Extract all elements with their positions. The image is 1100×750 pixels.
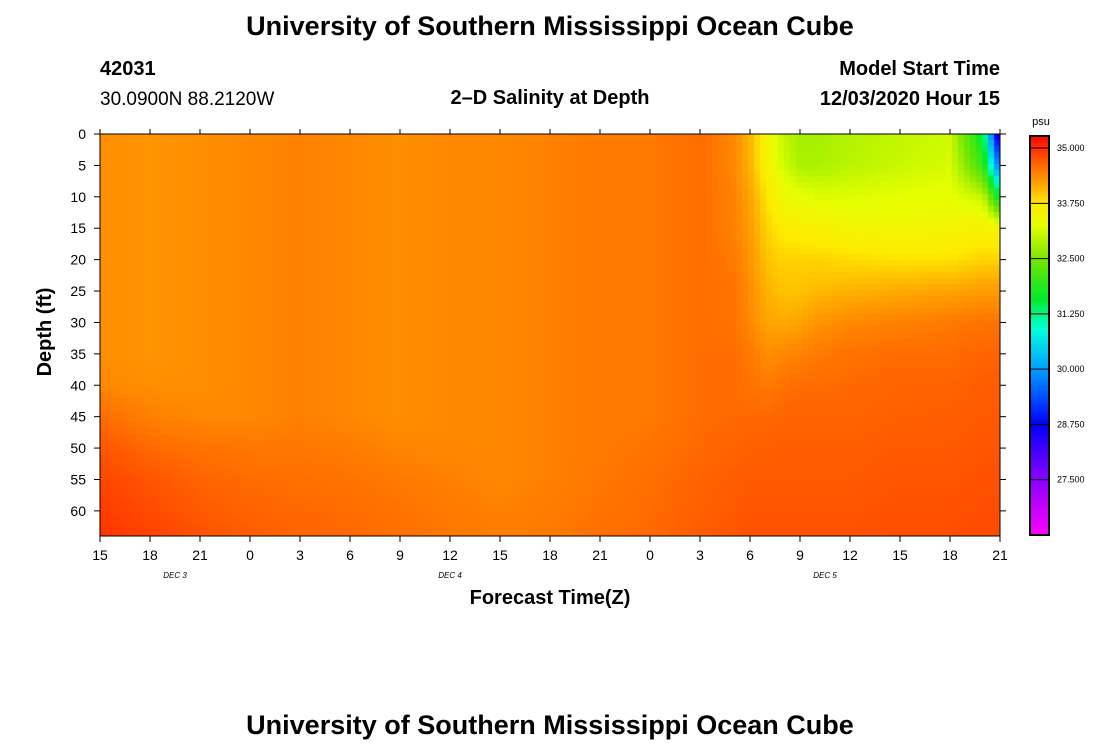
x-tick-label: 18 [142, 547, 158, 563]
x-tick-label: 6 [346, 547, 354, 563]
x-tick-label: 12 [442, 547, 458, 563]
colorbar-tick-label: 30.000 [1057, 364, 1085, 374]
y-tick-label: 10 [70, 189, 86, 205]
y-tick-label: 15 [70, 220, 86, 236]
x-day-label: DEC 5 [813, 571, 837, 580]
x-tick-label: 21 [992, 547, 1008, 563]
chart-title: 2–D Salinity at Depth [451, 87, 650, 109]
y-tick-label: 35 [70, 346, 86, 362]
x-day-label: DEC 3 [163, 571, 187, 580]
y-tick-label: 60 [70, 503, 86, 519]
colorbar-container [1031, 137, 1049, 535]
colorbar-unit: psu [1032, 116, 1050, 128]
model-start-value: 12/03/2020 Hour 15 [820, 88, 1000, 110]
y-tick-label: 55 [70, 471, 86, 487]
x-tick-label: 3 [696, 547, 704, 563]
x-tick-label: 0 [646, 547, 654, 563]
x-axis-label: Forecast Time(Z) [470, 587, 631, 609]
x-tick-label: 18 [942, 547, 958, 563]
colorbar-tick-label: 33.750 [1057, 198, 1085, 208]
colorbar-tick-label: 27.500 [1057, 475, 1085, 485]
y-tick-label: 30 [70, 314, 86, 330]
x-tick-label: 21 [592, 547, 608, 563]
x-tick-label: 21 [192, 547, 208, 563]
y-tick-label: 50 [70, 440, 86, 456]
station-coords: 30.0900N 88.2120W [100, 89, 274, 110]
colorbar-gradient [1031, 137, 1049, 535]
model-start-label: Model Start Time [839, 58, 1000, 80]
colorbar-tick-label: 31.250 [1057, 309, 1085, 319]
y-axis-label: Depth (ft) [34, 288, 56, 377]
x-tick-label: 15 [892, 547, 908, 563]
x-tick-label: 9 [796, 547, 804, 563]
station-id: 42031 [100, 58, 156, 80]
y-tick-label: 40 [70, 377, 86, 393]
x-tick-label: 0 [246, 547, 254, 563]
colorbar-frame [1029, 135, 1050, 536]
colorbar-ticks: 35.000 33.750 32.500 31.250 30.000 28.750 27.5… [1030, 143, 1085, 485]
x-tick-label: 9 [396, 547, 404, 563]
y-tick-label: 45 [70, 409, 86, 425]
x-day-label: DEC 4 [438, 571, 462, 580]
y-tick-label: 5 [78, 157, 86, 173]
y-tick-label: 20 [70, 252, 86, 268]
heatmap-container [100, 134, 1000, 536]
plot-axes: 15 18 21 0 3 6 9 12 15 18 21 0 3 6 9 12 15 18 21 DEC 3 DEC 4… [70, 126, 1008, 580]
x-tick-label: 6 [746, 547, 754, 563]
x-tick-label: 18 [542, 547, 558, 563]
x-tick-label: 15 [92, 547, 108, 563]
colorbar-tick-label: 32.500 [1057, 254, 1085, 264]
x-tick-label: 3 [296, 547, 304, 563]
salinity-heatmap [100, 134, 1000, 536]
colorbar-tick-label: 28.750 [1057, 419, 1085, 429]
x-tick-label: 15 [492, 547, 508, 563]
y-tick-label: 25 [70, 283, 86, 299]
figure-title-top: University of Southern Mississippi Ocean… [246, 11, 854, 41]
y-tick-label: 0 [78, 126, 86, 142]
colorbar-tick-label: 35.000 [1057, 143, 1085, 153]
x-tick-label: 12 [842, 547, 858, 563]
figure-title-bottom: University of Southern Mississippi Ocean… [246, 710, 854, 740]
